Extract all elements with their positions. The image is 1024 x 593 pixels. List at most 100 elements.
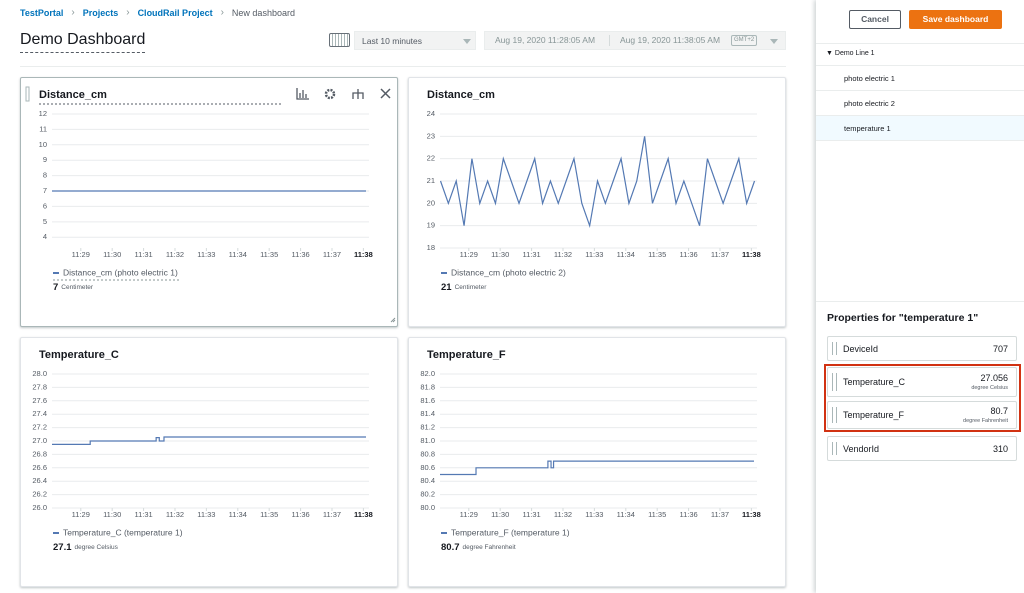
current-value: 7 [53, 282, 58, 293]
x-tick-label: 11:32 [554, 250, 572, 259]
x-tick-label: 11:32 [554, 510, 572, 519]
timezone-badge: GMT+2 [731, 35, 758, 46]
drag-handle [25, 86, 30, 102]
x-tick-label: 11:31 [134, 250, 152, 259]
y-tick-label: 8 [43, 171, 47, 180]
series-line [440, 460, 754, 476]
legend-value: 80.7 degree Fahrenheit [441, 542, 516, 553]
breadcrumb-link[interactable]: CloudRail Project [137, 7, 213, 18]
expand-icon: ▼ [826, 50, 833, 57]
widget-title: Temperature_F [427, 349, 506, 361]
x-tick-label: 11:34 [617, 510, 635, 519]
y-tick-label: 82.0 [420, 369, 435, 378]
property-card: VendorId 310 [827, 436, 1017, 461]
y-tick-label: 81.6 [420, 396, 435, 405]
breadcrumb-current: New dashboard [231, 7, 295, 18]
x-tick-label: 11:36 [679, 510, 697, 519]
save-button[interactable]: Save dashboard [909, 10, 1002, 29]
current-value: 80.7 [441, 542, 460, 553]
y-tick-label: 81.4 [420, 409, 435, 418]
widget: Temperature_C 26.0 26.2 26.4 26.6 26.8 27.0 27.… [20, 337, 398, 587]
y-tick-label: 80.6 [420, 463, 435, 472]
dropdown-arrow [770, 39, 778, 44]
x-tick-label: 11:38 [354, 250, 373, 259]
y-tick-label: 6 [43, 201, 47, 210]
legend-value: 27.1 degree Celsius [53, 542, 119, 553]
drag-handle [832, 342, 837, 355]
y-tick-label: 18 [427, 243, 435, 252]
chart: Distance_cm 18 19 20 21 22 23 24 11:29 11:30 11:31… [427, 89, 761, 293]
date-range[interactable]: Aug 19, 2020 11:28:05 AM Aug 19, 2020 11… [484, 31, 786, 50]
widget-title: Distance_cm [427, 89, 495, 101]
tree-item[interactable]: temperature 1 [816, 116, 1024, 141]
y-tick-label: 27.4 [32, 409, 47, 418]
chart: Temperature_C 26.0 26.2 26.4 26.6 26.8 27.0 27.… [32, 349, 373, 553]
drag-handle [832, 407, 837, 423]
x-tick-label: 11:33 [197, 510, 215, 519]
divider [609, 35, 610, 46]
divider [816, 43, 1024, 44]
legend-value: 7 Centimeter [53, 282, 94, 293]
y-tick-label: 26.2 [32, 490, 47, 499]
x-tick-label: 11:35 [260, 510, 278, 519]
current-value: 21 [441, 282, 452, 293]
y-tick-label: 12 [39, 109, 47, 118]
breadcrumbs: TestPortal › Projects › CloudRail Project ›… [20, 7, 295, 18]
x-tick-label: 11:38 [742, 250, 761, 259]
drag-handle [832, 442, 837, 455]
close-icon[interactable] [380, 88, 391, 99]
x-tick-label: 11:34 [229, 250, 247, 259]
x-tick-label: 11:32 [166, 250, 184, 259]
x-tick-label: 11:29 [460, 250, 478, 259]
x-tick-label: 11:36 [679, 250, 697, 259]
breadcrumb-link[interactable]: Projects [82, 7, 119, 18]
y-tick-label: 28.0 [32, 369, 47, 378]
settings-icon[interactable] [324, 88, 336, 100]
time-preset-dropdown[interactable]: Last 10 minutes [354, 31, 476, 50]
x-tick-label: 11:37 [711, 250, 729, 259]
keyboard-icon[interactable] [329, 33, 350, 47]
y-tick-label: 5 [43, 217, 47, 226]
cancel-button[interactable]: Cancel [849, 10, 901, 29]
property-unit: degree Fahrenheit [963, 418, 1008, 424]
x-tick-label: 11:37 [711, 510, 729, 519]
dashboard-title[interactable]: Demo Dashboard [20, 31, 146, 53]
y-tick-label: 81.8 [420, 382, 435, 391]
x-tick-label: 11:35 [648, 250, 666, 259]
tree-root[interactable]: ▼ Demo Line 1 [816, 41, 1024, 66]
y-tick-label: 9 [43, 155, 47, 164]
y-tick-label: 80.0 [420, 503, 435, 512]
tree-item[interactable]: photo electric 2 [816, 91, 1024, 116]
start-date: Aug 19, 2020 11:28:05 AM [495, 35, 596, 45]
widget: Distance_cm 4 5 6 7 8 9 10 11 12 11:29 11:30 11:31 11… [20, 77, 398, 327]
hierarchy-icon[interactable] [352, 89, 364, 99]
y-tick-label: 26.4 [32, 476, 47, 485]
widget-title: Temperature_C [39, 349, 119, 361]
y-tick-label: 80.4 [420, 476, 435, 485]
x-tick-label: 11:30 [491, 510, 509, 519]
breadcrumb-link[interactable]: TestPortal [20, 7, 64, 18]
x-tick-label: 11:32 [166, 510, 184, 519]
x-tick-label: 11:30 [103, 250, 121, 259]
x-tick-label: 11:29 [72, 250, 90, 259]
current-value: 27.1 [53, 542, 72, 553]
x-tick-label: 11:30 [103, 510, 121, 519]
x-tick-label: 11:37 [323, 250, 341, 259]
x-tick-label: 11:35 [260, 250, 278, 259]
chart-type-icon[interactable] [296, 88, 309, 100]
widget-title: Distance_cm [39, 89, 107, 101]
y-tick-label: 22 [427, 154, 435, 163]
tree-item[interactable]: photo electric 1 [816, 66, 1024, 91]
property-value: 707 [992, 343, 1008, 354]
x-tick-label: 11:38 [742, 510, 761, 519]
divider [20, 66, 786, 67]
property-name: VendorId [843, 443, 880, 454]
y-tick-label: 7 [43, 186, 47, 195]
value-unit: Centimeter [455, 284, 488, 291]
x-tick-label: 11:38 [354, 510, 373, 519]
y-tick-label: 19 [427, 221, 435, 230]
property-name: DeviceId [843, 343, 879, 354]
legend-value: 21 Centimeter [441, 282, 487, 293]
property-value: 80.7 [990, 406, 1008, 416]
properties-title: Properties for "temperature 1" [827, 312, 979, 324]
